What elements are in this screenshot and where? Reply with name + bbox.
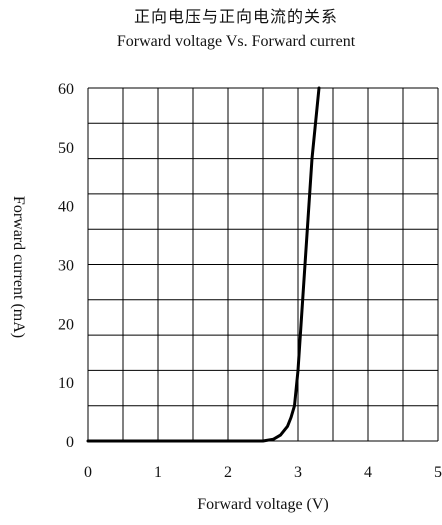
x-tick-label: 3: [294, 464, 302, 481]
y-tick-labels: 0 10 20 30 40 50 60: [58, 81, 74, 451]
y-tick-label: 60: [58, 81, 74, 98]
series-layer: [86, 86, 321, 443]
x-tick-label: 2: [224, 464, 232, 481]
y-tick-label: 40: [58, 199, 74, 216]
y-tick-label: 0: [66, 434, 74, 451]
x-tick-label: 1: [154, 464, 162, 481]
y-tick-label: 10: [58, 375, 74, 392]
y-tick-label: 50: [58, 140, 74, 157]
y-axis-label: Forward current (mA): [10, 196, 27, 338]
chart-title: 正向电压与正向电流的关系: [134, 8, 338, 26]
x-tick-label: 5: [434, 464, 442, 481]
x-tick-label: 4: [364, 464, 372, 481]
grid: [87, 87, 439, 442]
y-tick-label: 30: [58, 258, 74, 275]
series-line: [86, 86, 321, 443]
x-tick-label: 0: [84, 464, 92, 481]
x-axis-label: Forward voltage (V): [197, 496, 329, 513]
chart-subtitle: Forward voltage Vs. Forward current: [117, 33, 356, 50]
y-tick-label: 20: [58, 316, 74, 333]
x-tick-labels: 0 1 2 3 4 5: [84, 464, 442, 481]
